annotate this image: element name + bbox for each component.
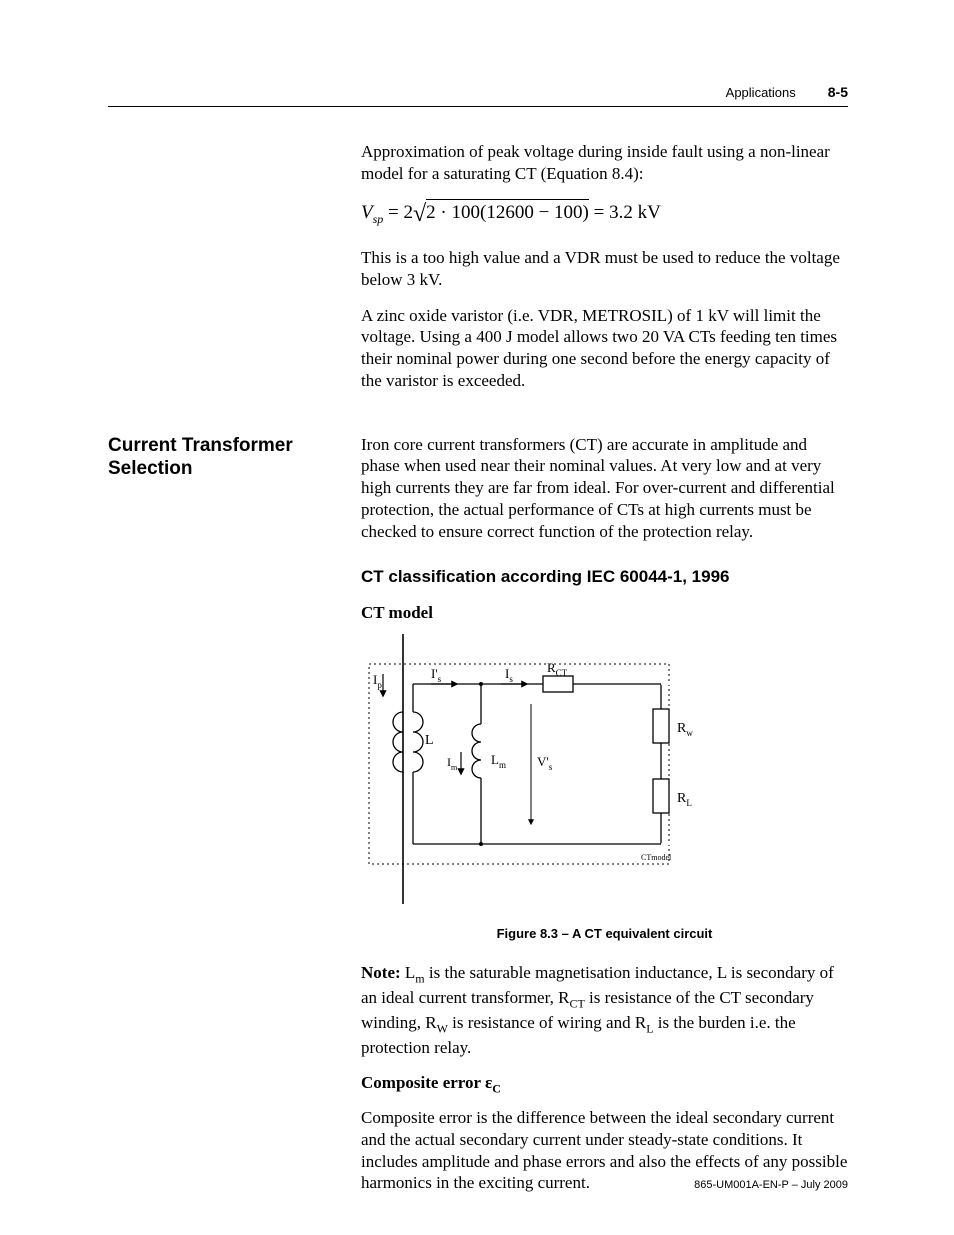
para-varistor: A zinc oxide varistor (i.e. VDR, METROSI… (361, 305, 848, 392)
content-grid: Approximation of peak voltage during ins… (108, 141, 848, 1208)
intro-block: Approximation of peak voltage during ins… (361, 141, 848, 406)
header-page-number: 8-5 (828, 84, 848, 100)
ct-circuit-svg: Ip L I's (361, 634, 731, 904)
side-heading-text: Current Transformer Selection (108, 435, 293, 480)
side-heading: Current Transformer Selection (108, 434, 343, 1208)
lbl-rct: RCT (547, 660, 568, 678)
eq-lhs-sub: sp (373, 211, 384, 225)
eq-radicand: 2 · 100(12600 − 100) (426, 199, 589, 225)
eq-lhs-var: V (361, 202, 373, 223)
heading-ct-model: CT model (361, 602, 848, 624)
note-text: Note: Lm is the saturable magnetisation … (361, 962, 848, 1058)
para-too-high: This is a too high value and a VDR must … (361, 247, 848, 291)
lbl-rw: Rw (677, 721, 693, 738)
nt1: L (405, 963, 415, 982)
lbl-l: L (425, 733, 434, 748)
lbl-vprime-s: V's (537, 754, 553, 772)
lbl-is: Is (505, 666, 513, 684)
left-col-spacer-1 (108, 141, 343, 406)
ns4: L (646, 1021, 653, 1035)
lbl-iprime-s: I's (431, 666, 442, 684)
lbl-rl: RL (677, 791, 692, 808)
header-section: Applications (726, 85, 796, 100)
nt4: is resistance of wiring and R (448, 1013, 646, 1032)
figure-caption: Figure 8.3 – A CT equivalent circuit (361, 926, 848, 943)
lbl-im: Im (447, 755, 458, 772)
eq-sqrt: √2 · 100(12600 − 100) (413, 199, 589, 230)
ct-diagram: Ip L I's (361, 634, 848, 910)
page: Applications 8-5 Approximation of peak v… (0, 0, 954, 1235)
lbl-ip: Ip (373, 672, 382, 690)
heading-composite-error: Composite error εC (361, 1072, 848, 1097)
radical-sign: √ (413, 201, 426, 227)
eq-eq2: = 3.2 kV (589, 202, 661, 223)
eq-eq1: = 2 (383, 202, 413, 223)
para-approx: Approximation of peak voltage during ins… (361, 141, 848, 185)
note-lead: Note: (361, 963, 405, 982)
ns2: CT (569, 996, 584, 1010)
main-block: Iron core current transformers (CT) are … (361, 434, 848, 1208)
h3b-sub: C (492, 1082, 501, 1096)
page-header: Applications 8-5 (108, 84, 848, 100)
note-block: Note: Lm is the saturable magnetisation … (361, 962, 848, 1058)
equation-vsp: Vsp = 2√2 · 100(12600 − 100) = 3.2 kV (361, 199, 848, 230)
h3b-pre: Composite error ε (361, 1073, 492, 1092)
lbl-tag: CTmodel (641, 853, 672, 862)
ns1: m (415, 972, 424, 986)
para-ct-intro: Iron core current transformers (CT) are … (361, 434, 848, 543)
header-rule (108, 106, 848, 107)
lbl-lm: Lm (491, 752, 506, 770)
footer: 865-UM001A-EN-P – July 2009 (694, 1179, 848, 1191)
heading-iec: CT classification according IEC 60044-1,… (361, 566, 848, 588)
ns3: W (437, 1021, 448, 1035)
